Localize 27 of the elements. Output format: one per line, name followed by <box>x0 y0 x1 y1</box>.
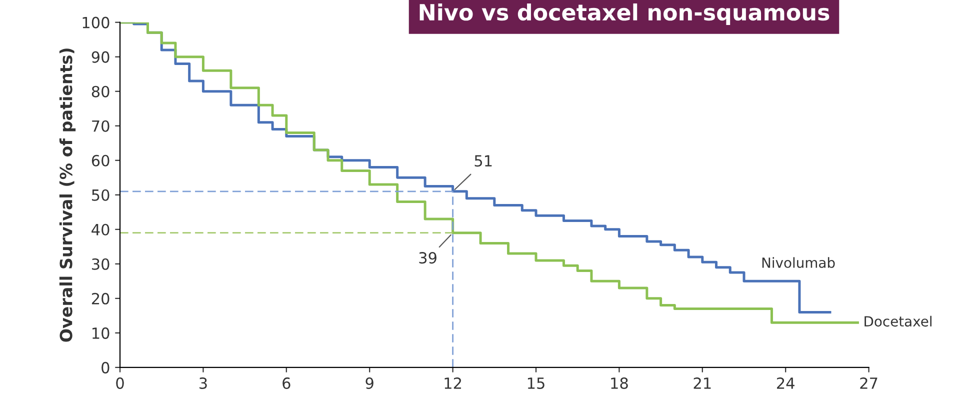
x-tick-label: 15 <box>528 378 544 389</box>
y-tick-label: 0 <box>102 362 110 374</box>
y-axis-title: Overall Survival (% of patients) <box>59 48 76 342</box>
x-tick-label: 24 <box>777 377 794 389</box>
x-tick-label: 18 <box>611 377 628 389</box>
y-tick-label: 30 <box>92 258 110 270</box>
y-tick-label: 100 <box>82 16 110 28</box>
x-tick-label: 21 <box>694 377 711 389</box>
x-tick-label: 3 <box>200 377 207 389</box>
y-tick-label: 10 <box>92 327 110 339</box>
x-tick-label: 9 <box>366 377 374 389</box>
series-label: Nivolumab <box>762 257 835 268</box>
x-tick-label: 0 <box>116 377 124 389</box>
x-tick-label: 12 <box>444 377 461 389</box>
y-tick-label: 40 <box>92 224 110 236</box>
series-label: Docetaxel <box>864 316 932 327</box>
annotation: 51 <box>474 155 492 167</box>
y-tick-label: 60 <box>92 154 110 166</box>
y-tick-label: 70 <box>92 120 110 132</box>
y-tick-label: 50 <box>92 189 110 201</box>
y-tick-label: 90 <box>92 51 110 63</box>
x-tick-label: 6 <box>282 377 290 389</box>
y-tick-label: 80 <box>92 86 110 98</box>
chart-title: Nivo vs docetaxel non-squamous <box>420 3 830 25</box>
annotation: 39 <box>419 252 436 264</box>
x-tick-label: 27 <box>860 377 878 389</box>
y-tick-label: 20 <box>92 292 110 304</box>
